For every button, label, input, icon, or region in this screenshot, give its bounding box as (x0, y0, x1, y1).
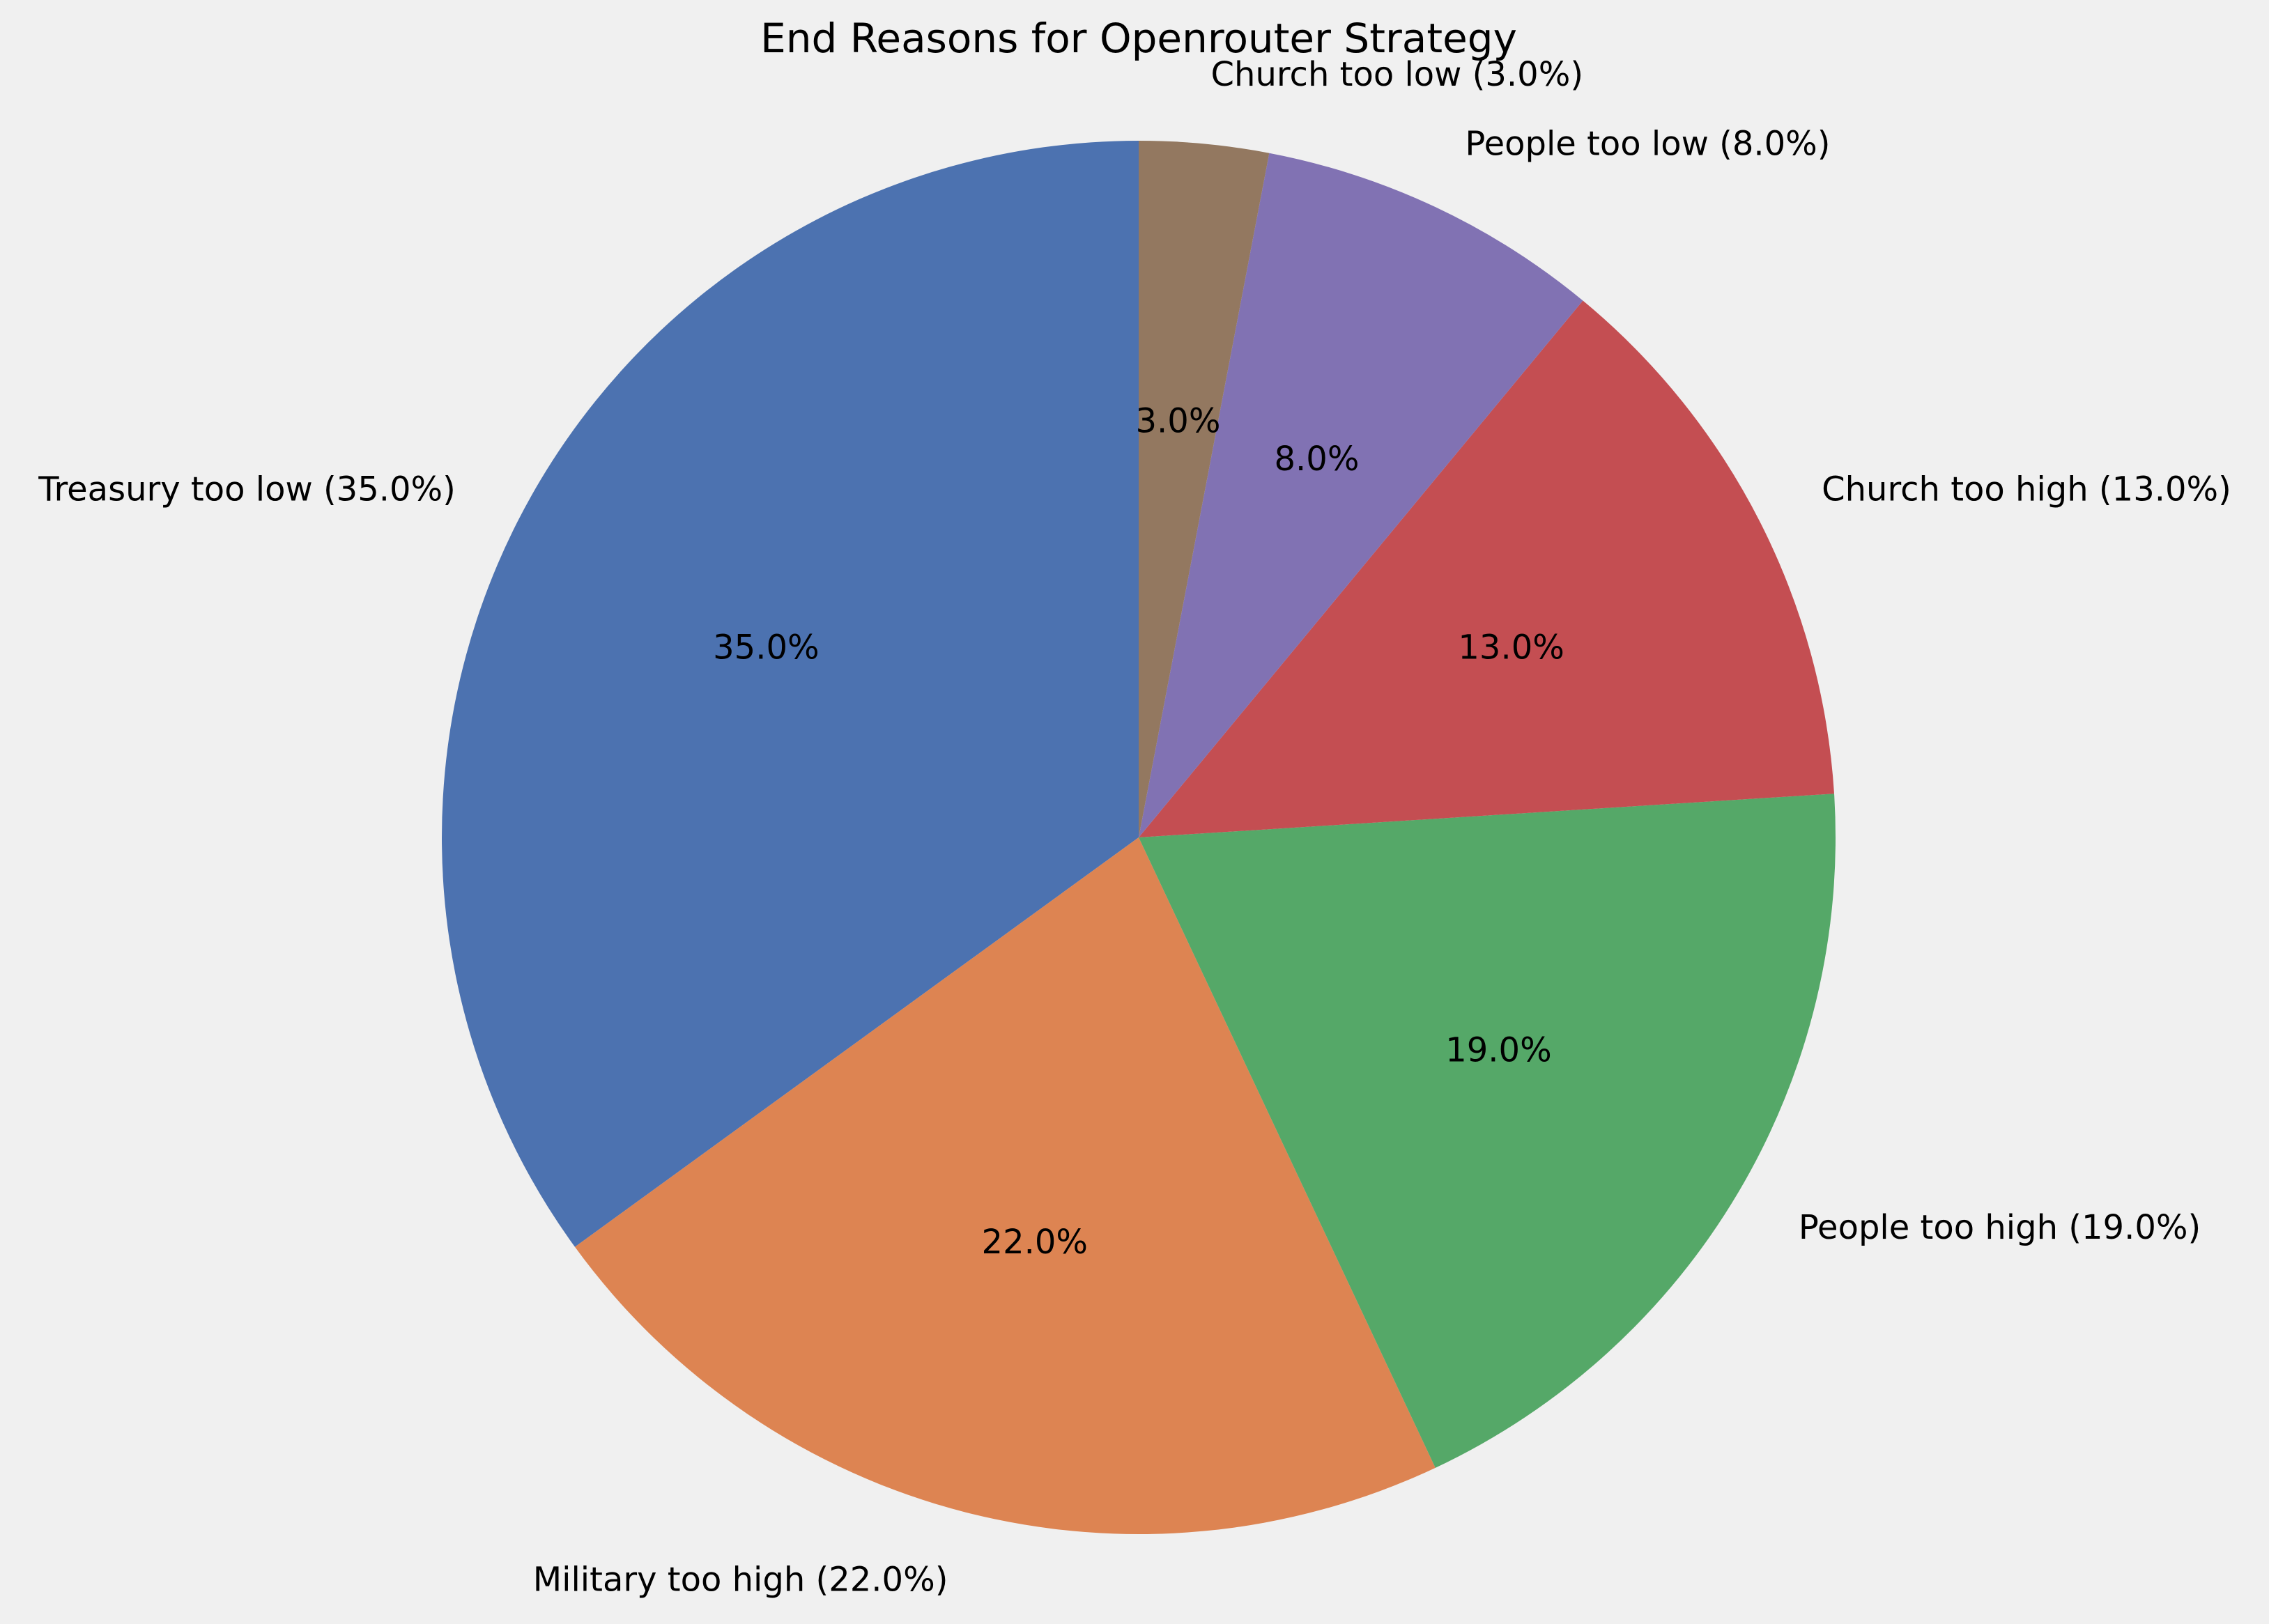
slice-label-church-too-low: Church too low (3.0%) (1211, 55, 1584, 94)
percent-label-military-too-high: 22.0% (982, 1223, 1088, 1262)
percent-label-church-too-low: 3.0% (1135, 402, 1220, 441)
slice-label-people-too-high: People too high (19.0%) (1799, 1208, 2201, 1247)
slice-church-too-low (1139, 141, 1270, 837)
slice-people-too-high (1139, 794, 1836, 1468)
slice-church-too-high (1139, 300, 1835, 837)
slice-treasury-too-low (442, 141, 1139, 1247)
pie-slices (442, 141, 1836, 1535)
percent-label-people-too-high: 19.0% (1445, 1030, 1551, 1069)
slice-people-too-low (1139, 153, 1583, 837)
chart-title: End Reasons for Openrouter Strategy (760, 15, 1517, 62)
slice-label-military-too-high: Military too high (22.0%) (533, 1560, 948, 1599)
slice-label-treasury-too-low: Treasury too low (35.0%) (38, 470, 456, 509)
slice-military-too-high (574, 837, 1436, 1535)
slice-label-church-too-high: Church too high (13.0%) (1822, 470, 2231, 509)
slice-labels: Treasury too low (35.0%) Military too hig… (38, 55, 2231, 1600)
percent-labels: 35.0% 22.0% 19.0% 13.0% 8.0% 3.0% (713, 402, 1564, 1262)
percent-label-treasury-too-low: 35.0% (713, 628, 819, 667)
percent-label-church-too-high: 13.0% (1458, 628, 1564, 667)
percent-label-people-too-low: 8.0% (1274, 440, 1359, 479)
slice-label-people-too-low: People too low (8.0%) (1465, 125, 1830, 164)
